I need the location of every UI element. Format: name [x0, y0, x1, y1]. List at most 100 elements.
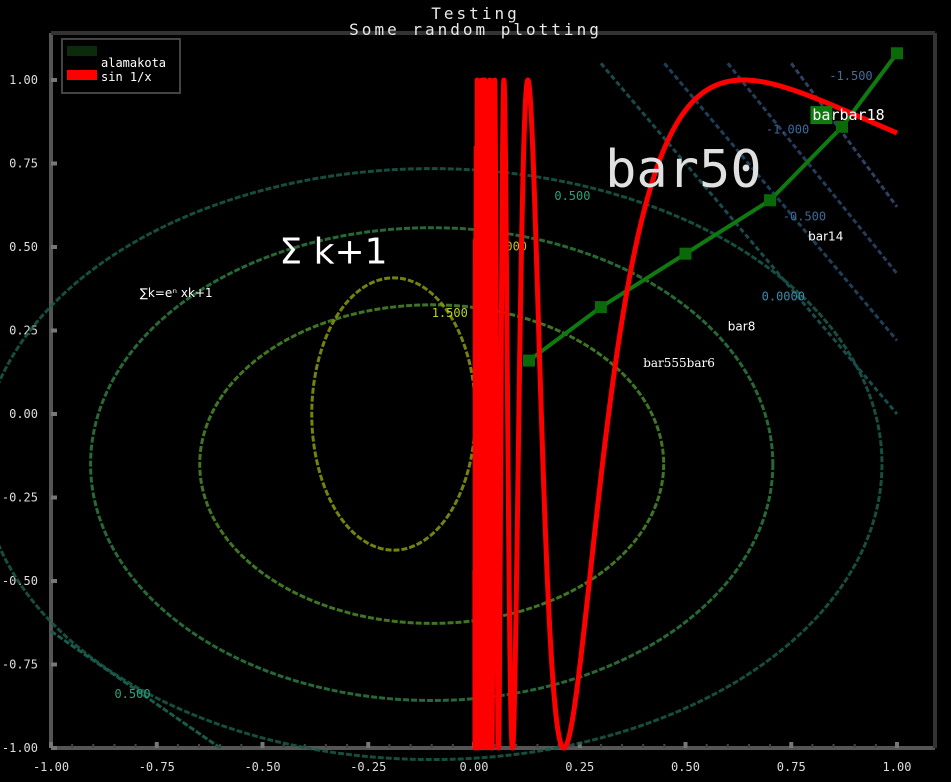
- x-tick-label: -0.50: [244, 760, 280, 774]
- x-minor-tick: [92, 744, 95, 748]
- x-minor-tick: [219, 744, 222, 748]
- contour-label: 0.500: [554, 189, 590, 203]
- x-tick-label: 0.25: [565, 760, 594, 774]
- annotation-label: Σ k+1: [279, 232, 387, 273]
- x-minor-tick: [705, 744, 708, 748]
- x-minor-tick: [282, 744, 285, 748]
- x-minor-tick: [747, 744, 750, 748]
- contour-line: [50, 629, 222, 750]
- legend-swatch: [67, 46, 97, 56]
- chart-subtitle: Some random plotting: [349, 20, 602, 39]
- legend-item-sin: [67, 68, 103, 82]
- x-minor-tick: [198, 744, 201, 748]
- x-tick-label: 0.00: [460, 760, 489, 774]
- contour-line: [89, 226, 775, 702]
- x-tick: [260, 742, 265, 748]
- x-minor-tick: [557, 744, 560, 748]
- series-alamakota-point: [522, 354, 535, 367]
- y-tick-label: -1.00: [2, 741, 38, 755]
- contour-line: [726, 62, 899, 275]
- x-tick: [789, 742, 794, 748]
- x-tick: [49, 742, 53, 748]
- x-minor-tick: [853, 744, 856, 748]
- contour-label: 0.0000: [762, 289, 805, 303]
- series-alamakota-point: [764, 194, 777, 207]
- y-tick: [51, 161, 57, 166]
- y-tick-label: -0.75: [2, 658, 38, 672]
- contour-label: -0.500: [783, 209, 826, 223]
- x-tick-label: 0.75: [777, 760, 806, 774]
- series-alamakota-point: [836, 120, 849, 133]
- x-tick-label: -1.00: [33, 760, 69, 774]
- x-minor-tick: [240, 744, 243, 748]
- annotation-label: bar50: [605, 140, 762, 200]
- x-minor-tick: [536, 744, 539, 748]
- contour-line: [599, 62, 899, 415]
- x-minor-tick: [409, 744, 412, 748]
- x-minor-tick: [388, 744, 391, 748]
- y-tick-label: 1.00: [9, 73, 38, 87]
- legend-label-alamakota: alamakota: [101, 56, 167, 70]
- chart-title: Testing: [431, 4, 520, 23]
- y-tick: [51, 495, 57, 500]
- legend: alamakota sin 1/x: [61, 38, 181, 94]
- x-minor-tick: [515, 744, 518, 748]
- contour-label: 0.500: [114, 687, 150, 701]
- x-tick: [366, 742, 371, 748]
- contour-line: [790, 62, 899, 208]
- y-tick: [51, 78, 57, 82]
- y-tick: [51, 662, 57, 667]
- annotation-label: ∑k=eⁿ xk+1: [140, 286, 213, 300]
- contour-line: [198, 303, 666, 625]
- x-minor-tick: [663, 744, 666, 748]
- x-tick-label: 1.00: [883, 760, 912, 774]
- legend-label-sin: sin 1/x: [101, 70, 152, 84]
- x-minor-tick: [726, 744, 729, 748]
- x-minor-tick: [599, 744, 602, 748]
- series-sin-line: [472, 77, 900, 751]
- y-tick-label: 0.25: [9, 324, 38, 338]
- x-tick-label: 0.50: [671, 760, 700, 774]
- x-tick: [154, 742, 159, 748]
- y-tick: [51, 412, 57, 416]
- x-minor-tick: [113, 744, 116, 748]
- x-minor-tick: [324, 744, 327, 748]
- x-minor-tick: [811, 744, 814, 748]
- contour-label: -1.000: [766, 122, 809, 136]
- series-alamakota-line: [527, 52, 899, 363]
- x-tick: [895, 742, 899, 748]
- x-minor-tick: [621, 744, 624, 748]
- series-alamakota-point: [891, 47, 903, 60]
- x-minor-tick: [134, 744, 137, 748]
- x-minor-tick: [303, 744, 306, 748]
- x-minor-tick: [71, 744, 74, 748]
- x-minor-tick: [642, 744, 645, 748]
- x-minor-tick: [874, 744, 877, 748]
- annotation-label: bar555bar6: [643, 356, 715, 370]
- x-minor-tick: [451, 744, 454, 748]
- x-tick-label: -0.75: [139, 760, 175, 774]
- contour-line: [663, 62, 899, 342]
- x-tick: [577, 742, 582, 748]
- series-alamakota-point: [594, 301, 607, 314]
- y-tick: [51, 245, 57, 249]
- x-tick: [683, 742, 688, 748]
- contour-label: -1.500: [829, 69, 872, 83]
- y-tick: [51, 328, 57, 333]
- series-alamakota-point: [679, 247, 692, 260]
- annotation-label: barbar18: [812, 106, 884, 124]
- y-tick-label: 0.00: [9, 407, 38, 421]
- y-tick-label: 0.50: [9, 240, 38, 254]
- legend-swatch: [67, 70, 97, 80]
- contour-line: [0, 167, 884, 761]
- x-minor-tick: [494, 744, 497, 748]
- x-minor-tick: [769, 744, 772, 748]
- y-tick-label: 0.75: [9, 157, 38, 171]
- contour-label: 1.500: [432, 306, 468, 320]
- x-minor-tick: [176, 744, 179, 748]
- annotation-label: bar8: [728, 320, 756, 334]
- legend-item-alamakota: [67, 44, 103, 58]
- x-tick-label: -0.25: [350, 760, 386, 774]
- x-minor-tick: [346, 744, 349, 748]
